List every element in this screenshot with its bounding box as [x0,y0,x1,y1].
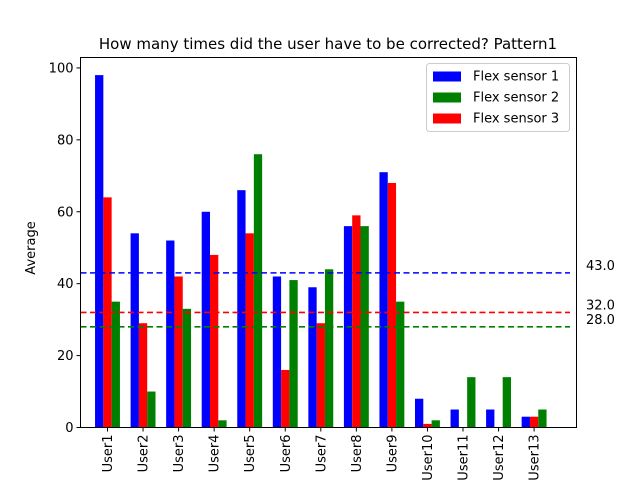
bar-flex-sensor-2-user7 [324,269,334,428]
bar-flex-sensor-2-user12 [502,377,511,428]
y-tick-label-80: 80 [57,133,74,148]
bar-flex-sensor-1-user12 [486,409,495,428]
bar-flex-sensor-1-user7 [308,287,317,428]
bar-flex-sensor-2-user11 [467,377,476,428]
bar-flex-sensor-3-user13 [529,416,539,428]
bar-flex-sensor-1-user13 [521,416,530,428]
x-tick-label-user1: User1 [101,435,116,473]
bar-flex-sensor-3-user8 [352,215,361,428]
bar-flex-sensor-1-user10 [415,398,424,428]
legend-swatch-flex-sensor-2 [433,92,461,103]
x-tick-label-user8: User8 [350,435,365,473]
bar-flex-sensor-3-user2 [138,323,148,428]
legend-box [426,63,570,132]
bar-flex-sensor-1-user2 [130,233,139,428]
bar-flex-sensor-1-user9 [379,172,388,428]
bar-flex-sensor-3-user5 [245,233,254,428]
bar-flex-sensor-2-user3 [182,308,192,428]
x-tick-label-user10: User10 [421,435,436,480]
bar-flex-sensor-2-user5 [253,154,263,428]
x-tick-label-user3: User3 [172,435,187,473]
bar-flex-sensor-1-user3 [166,240,175,428]
bar-flex-sensor-2-user4 [218,420,227,428]
bar-flex-sensor-3-user4 [210,254,219,428]
legend-swatch-flex-sensor-3 [433,113,461,124]
bar-flex-sensor-2-user10 [431,420,440,428]
y-tick-label-40: 40 [57,277,74,292]
y-tick-label-0: 0 [65,421,73,436]
x-tick-label-user11: User11 [457,435,472,480]
bar-flex-sensor-3-user3 [174,276,183,428]
y-tick-label-20: 20 [57,349,74,364]
bar-flex-sensor-1-user1 [95,75,104,428]
x-tick-label-user4: User4 [208,435,223,473]
y-tick-label-100: 100 [49,61,74,76]
legend-label-flex-sensor-3: Flex sensor 3 [473,112,559,127]
bar-flex-sensor-3-user7 [316,323,325,428]
y-tick-label-60: 60 [57,205,74,220]
reference-line-label-28.0: 28.0 [586,313,615,328]
bar-flex-sensor-3-user9 [387,182,397,428]
bar-flex-sensor-2-user9 [396,301,405,428]
bar-flex-sensor-1-user4 [201,211,210,428]
legend-label-flex-sensor-2: Flex sensor 2 [473,91,559,106]
x-tick-label-user9: User9 [385,435,400,473]
chart-title: How many times did the user have to be c… [99,35,557,53]
x-tick-label-user13: User13 [528,435,543,480]
y-axis: 0 20 40 60 80 100 [49,61,81,436]
bar-flex-sensor-2-user2 [147,391,156,428]
legend-label-flex-sensor-1: Flex sensor 1 [473,70,559,85]
bar-flex-sensor-2-user6 [289,280,298,428]
bar-flex-sensor-1-user6 [272,276,282,428]
bar-flex-sensor-3-user1 [103,197,112,428]
y-axis-label: Average [24,221,39,274]
reference-line-label-43.0: 43.0 [586,259,615,274]
bar-flex-sensor-3-user6 [281,369,290,428]
bar-flex-sensor-3-user10 [423,423,432,428]
reference-lines-group: 43.0 32.028.0 [80,259,615,328]
bar-flex-sensor-2-user1 [111,301,120,428]
legend-swatch-flex-sensor-1 [433,71,461,82]
plot-frame [80,57,577,428]
x-tick-label-user2: User2 [137,435,152,473]
x-tick-label-user7: User7 [314,435,329,473]
x-tick-label-user12: User12 [492,435,507,480]
bar-flex-sensor-2-user13 [538,409,547,428]
x-axis: User1 User2 User3 User4 User5 User6 User7 User8… [101,427,543,480]
bar-flex-sensor-1-user5 [237,190,246,428]
bar-flex-sensor-1-user11 [450,409,459,428]
bar-flex-sensor-2-user8 [360,226,369,428]
x-tick-label-user6: User6 [279,435,294,473]
x-tick-label-user5: User5 [243,435,258,473]
bars-group [95,75,547,428]
reference-line-label-32.0: 32.0 [586,298,615,313]
legend: Flex sensor 1 Flex sensor 2 Flex sensor 3 [426,63,570,132]
